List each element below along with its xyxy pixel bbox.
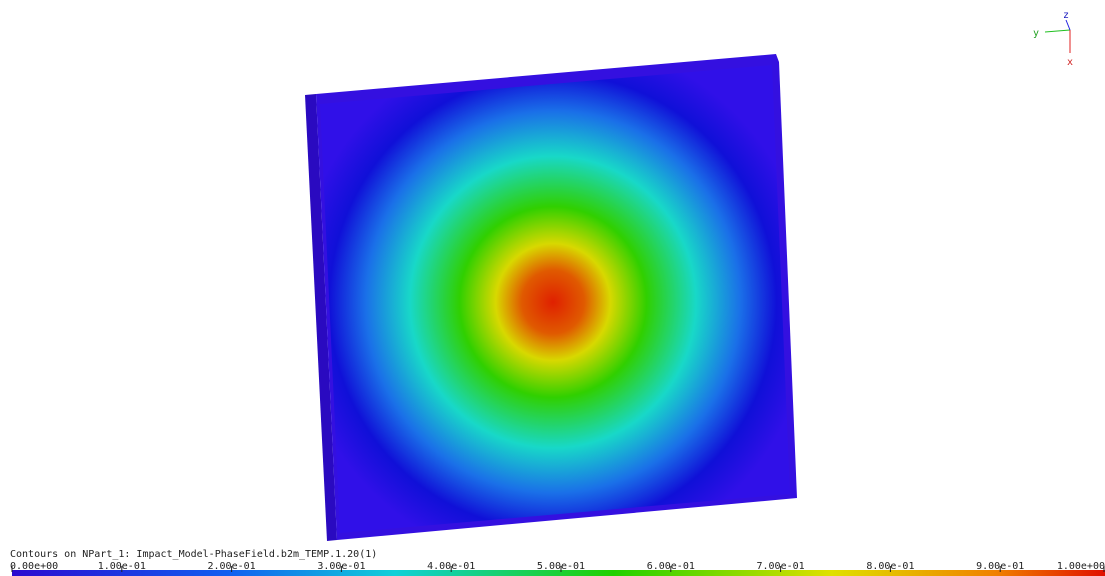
page: y z x Contours on NPart_1: Impact_Model-… (0, 0, 1105, 576)
tick-label: 8.00e-01 (866, 561, 914, 572)
legend-title: Contours on NPart_1: Impact_Model-PhaseF… (10, 549, 377, 560)
tick-label: 3.00e-01 (317, 561, 365, 572)
tick-label: 9.00e-01 (976, 561, 1024, 572)
tick-label: 2.00e-01 (208, 561, 256, 572)
tick-label: 5.00e-01 (537, 561, 585, 572)
triad-x-label: x (1067, 57, 1073, 68)
tick-label: 6.00e-01 (647, 561, 695, 572)
viewer: y z x Contours on NPart_1: Impact_Model-… (0, 0, 1105, 576)
plate-face (320, 65, 790, 533)
tick-label: 4.00e-01 (427, 561, 475, 572)
tick-label: 1.00e-01 (98, 561, 146, 572)
tick-label: 1.00e+00 (1057, 561, 1105, 572)
triad-y-axis (1045, 30, 1070, 32)
triad-y-label: y (1033, 28, 1039, 39)
tick-label: 7.00e-01 (757, 561, 805, 572)
triad-z-label: z (1063, 10, 1069, 21)
axis-triad: y z x (1033, 10, 1073, 68)
tick-label: 0.00e+00 (10, 561, 58, 572)
triad-z-axis (1066, 20, 1070, 30)
